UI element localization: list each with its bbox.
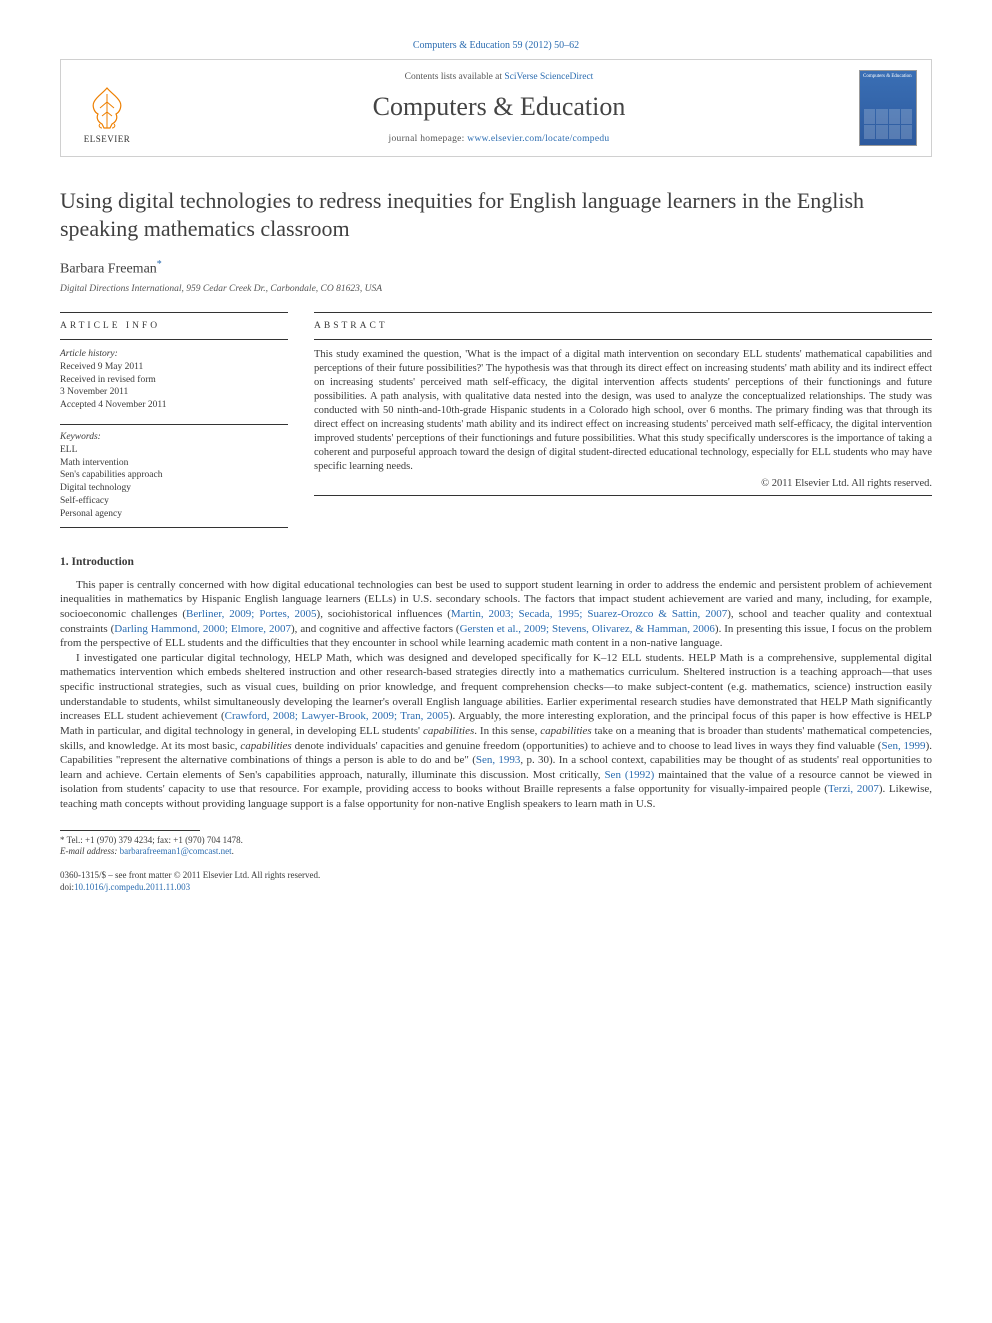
citation-link[interactable]: Crawford, 2008; Lawyer-Brook, 2009; Tran… bbox=[225, 710, 449, 722]
email-suffix: . bbox=[232, 846, 234, 856]
keyword: Digital technology bbox=[60, 482, 288, 495]
keywords-heading: Keywords: bbox=[60, 431, 288, 444]
email-label: E-mail address: bbox=[60, 846, 120, 856]
article-title: Using digital technologies to redress in… bbox=[60, 187, 932, 243]
citation-link[interactable]: Sen, 1993 bbox=[476, 754, 521, 766]
history-line: Received in revised form bbox=[60, 374, 288, 387]
citation-link[interactable]: Darling Hammond, 2000; Elmore, 2007 bbox=[114, 623, 291, 635]
journal-cover-thumb: Computers & Education bbox=[859, 70, 917, 146]
keyword: Personal agency bbox=[60, 508, 288, 521]
issn-line: 0360-1315/$ – see front matter © 2011 El… bbox=[60, 870, 932, 882]
elsevier-tree-icon bbox=[82, 84, 132, 132]
history-line: Received 9 May 2011 bbox=[60, 361, 288, 374]
corresponding-author-footnote: * Tel.: +1 (970) 379 4234; fax: +1 (970)… bbox=[60, 835, 932, 847]
article-info-label: ARTICLE INFO bbox=[60, 312, 288, 340]
abstract-label: ABSTRACT bbox=[314, 312, 932, 340]
tel-number: +1 (970) 379 4234 bbox=[85, 835, 152, 845]
sciencedirect-link[interactable]: SciVerse ScienceDirect bbox=[504, 72, 593, 82]
citation-link[interactable]: Berliner, 2009; Portes, 2005 bbox=[186, 608, 317, 620]
cover-label: Computers & Education bbox=[863, 74, 913, 80]
history-line: Accepted 4 November 2011 bbox=[60, 399, 288, 412]
intro-paragraph-1: This paper is centrally concerned with h… bbox=[60, 578, 932, 651]
contents-prefix: Contents lists available at bbox=[405, 72, 505, 82]
citation-link[interactable]: Martin, 2003; Secada, 1995; Suarez-Orozc… bbox=[451, 608, 727, 620]
contents-available: Contents lists available at SciVerse Sci… bbox=[149, 72, 849, 82]
term-capabilities: capabilities bbox=[540, 725, 591, 737]
keyword: Sen's capabilities approach bbox=[60, 469, 288, 482]
front-matter-block: 0360-1315/$ – see front matter © 2011 El… bbox=[60, 870, 932, 893]
term-capabilities: capabilities bbox=[423, 725, 474, 737]
history-heading: Article history: bbox=[60, 348, 288, 361]
tel-label: * Tel.: bbox=[60, 835, 85, 845]
intro-paragraph-2: I investigated one particular digital te… bbox=[60, 651, 932, 812]
citation-link[interactable]: Gersten et al., 2009; Stevens, Olivarez,… bbox=[460, 623, 715, 635]
abstract-column: ABSTRACT This study examined the questio… bbox=[314, 312, 932, 528]
email-link[interactable]: barbarafreeman1@comcast.net bbox=[120, 846, 232, 856]
running-citation: Computers & Education 59 (2012) 50–62 bbox=[60, 40, 932, 51]
author-name: Barbara Freeman* bbox=[60, 259, 932, 278]
abstract-copyright: © 2011 Elsevier Ltd. All rights reserved… bbox=[314, 478, 932, 489]
journal-name: Computers & Education bbox=[149, 92, 849, 122]
doi-label: doi: bbox=[60, 882, 74, 892]
journal-homepage: journal homepage: www.elsevier.com/locat… bbox=[149, 134, 849, 144]
history-line: 3 November 2011 bbox=[60, 386, 288, 399]
keyword: Math intervention bbox=[60, 457, 288, 470]
doi-link[interactable]: 10.1016/j.compedu.2011.11.003 bbox=[74, 882, 190, 892]
author-affiliation: Digital Directions International, 959 Ce… bbox=[60, 284, 932, 294]
fax-number: +1 (970) 704 1478. bbox=[173, 835, 243, 845]
article-info-column: ARTICLE INFO Article history: Received 9… bbox=[60, 312, 288, 528]
email-footnote: E-mail address: barbarafreeman1@comcast.… bbox=[60, 846, 932, 858]
term-capabilities: capabilities bbox=[240, 740, 291, 752]
author-marker: * bbox=[157, 259, 162, 270]
author-text: Barbara Freeman bbox=[60, 262, 157, 277]
citation-link[interactable]: Sen (1992) bbox=[604, 769, 654, 781]
footnote-rule bbox=[60, 830, 200, 831]
keyword: Self-efficacy bbox=[60, 495, 288, 508]
homepage-prefix: journal homepage: bbox=[389, 134, 468, 144]
fax-label: ; fax: bbox=[152, 835, 173, 845]
abstract-text: This study examined the question, 'What … bbox=[314, 340, 932, 474]
homepage-url[interactable]: www.elsevier.com/locate/compedu bbox=[467, 134, 609, 144]
elsevier-wordmark: ELSEVIER bbox=[84, 134, 131, 144]
citation-link[interactable]: Sen, 1999 bbox=[881, 740, 925, 752]
journal-header: ELSEVIER Contents lists available at Sci… bbox=[60, 59, 932, 157]
keyword: ELL bbox=[60, 444, 288, 457]
elsevier-logo: ELSEVIER bbox=[75, 72, 139, 144]
section-heading-introduction: 1. Introduction bbox=[60, 556, 932, 568]
citation-link[interactable]: Terzi, 2007 bbox=[828, 783, 879, 795]
